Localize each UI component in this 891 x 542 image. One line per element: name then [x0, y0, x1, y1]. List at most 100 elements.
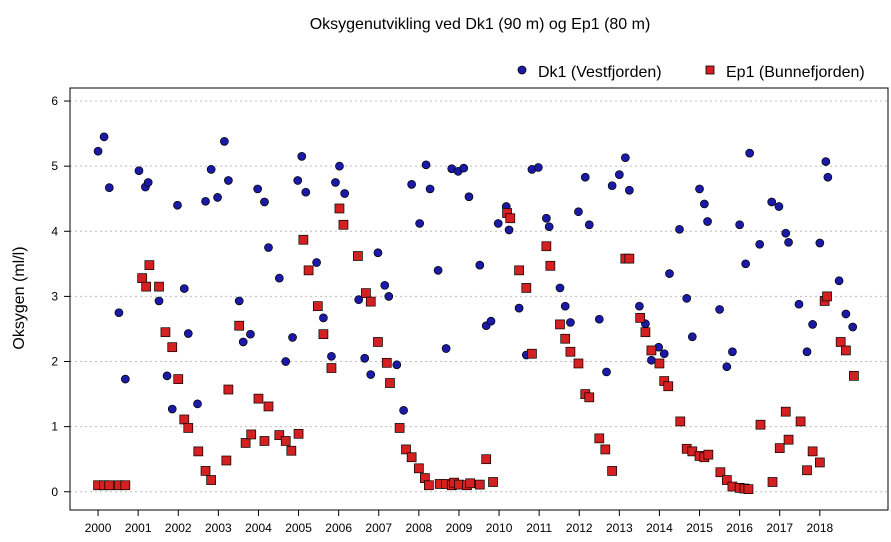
point-ep1-7: [144, 260, 155, 270]
point-dk1-21: [238, 337, 248, 347]
point-dk1-90: [700, 199, 709, 209]
point-ep1-18: [223, 384, 234, 395]
point-ep1-56: [481, 454, 492, 465]
point-ep1-57: [488, 477, 498, 487]
point-dk1-19: [224, 176, 233, 185]
point-ep1-99: [795, 416, 806, 427]
point-ep1-94: [755, 419, 766, 430]
y-tick-label-2: 2: [51, 355, 58, 369]
point-ep1-24: [263, 401, 274, 412]
point-ep1-67: [565, 346, 576, 357]
point-dk1-16: [206, 165, 216, 174]
point-dk1-7: [143, 178, 153, 187]
point-ep1-26: [280, 436, 291, 446]
point-ep1-68: [573, 358, 584, 369]
point-ep1-44: [406, 452, 417, 463]
point-ep1-10: [167, 342, 178, 353]
point-ep1-62: [527, 348, 537, 359]
point-dk1-106: [815, 238, 825, 248]
point-dk1-66: [542, 213, 551, 223]
point-ep1-78: [646, 345, 657, 356]
point-dk1-17: [213, 193, 222, 202]
point-dk1-15: [201, 196, 210, 206]
point-ep1-52: [454, 479, 464, 490]
point-ep1-79: [654, 358, 665, 369]
point-dk1-48: [421, 160, 431, 170]
point-dk1-0: [93, 146, 103, 156]
x-tick-label-2001: 2001: [125, 521, 152, 535]
point-dk1-91: [703, 217, 712, 226]
x-axis: 2000 2001 2002 2003 2004 2005 2006 2007 2008 2009…: [85, 510, 834, 535]
point-dk1-95: [735, 220, 744, 230]
x-tick-label-2013: 2013: [606, 521, 633, 535]
point-dk1-41: [373, 248, 383, 258]
point-dk1-3: [114, 308, 124, 318]
point-dk1-39: [360, 353, 370, 363]
point-ep1-96: [774, 443, 785, 453]
point-ep1-104: [822, 291, 832, 302]
point-dk1-31: [301, 187, 311, 197]
point-ep1-33: [326, 363, 337, 373]
point-dk1-71: [574, 207, 583, 217]
point-ep1-59: [505, 213, 516, 224]
point-ep1-34: [334, 203, 345, 214]
point-ep1-35: [338, 219, 349, 230]
point-dk1-35: [331, 178, 340, 187]
point-dk1-55: [464, 192, 474, 202]
point-dk1-8: [154, 296, 164, 306]
point-dk1-109: [834, 276, 844, 286]
point-ep1-42: [394, 423, 405, 433]
point-dk1-87: [682, 293, 692, 303]
point-ep1-87: [703, 449, 714, 460]
point-dk1-70: [566, 318, 575, 327]
x-tick-label-2012: 2012: [566, 521, 593, 535]
point-ep1-12: [179, 414, 190, 425]
point-ep1-21: [246, 429, 257, 440]
point-dk1-18: [220, 137, 229, 146]
point-ep1-14: [193, 446, 204, 457]
point-dk1-5: [134, 166, 144, 176]
point-ep1-77: [640, 327, 651, 338]
point-ep1-95: [767, 477, 778, 487]
point-dk1-33: [319, 313, 328, 323]
x-tick-label-2018: 2018: [806, 521, 833, 535]
point-dk1-1: [99, 132, 109, 142]
point-dk1-108: [823, 172, 833, 182]
point-dk1-92: [715, 305, 724, 314]
x-tick-label-2015: 2015: [686, 521, 713, 535]
point-dk1-22: [246, 329, 255, 339]
plot-frame: [69, 87, 889, 511]
point-ep1-15: [200, 466, 211, 476]
y-tick-label-5: 5: [51, 159, 58, 173]
point-ep1-30: [303, 265, 314, 276]
x-tick-label-2008: 2008: [406, 521, 433, 535]
point-ep1-101: [807, 446, 818, 457]
x-tick-label-2005: 2005: [285, 521, 312, 535]
point-dk1-102: [784, 237, 793, 247]
point-ep1-4: [120, 480, 131, 491]
point-dk1-72: [580, 172, 590, 182]
point-dk1-88: [687, 332, 697, 342]
x-tick-label-2007: 2007: [365, 521, 392, 535]
legend-marker-ep1: [705, 65, 715, 75]
data-points: [93, 132, 859, 495]
point-dk1-27: [281, 357, 291, 366]
point-dk1-80: [635, 301, 644, 311]
x-tick-label-2004: 2004: [245, 521, 272, 535]
point-dk1-56: [475, 260, 485, 270]
point-ep1-63: [541, 241, 552, 252]
y-tick-label-4: 4: [51, 224, 58, 238]
point-ep1-89: [721, 475, 732, 485]
point-dk1-105: [808, 320, 817, 329]
point-dk1-78: [621, 153, 630, 163]
legend-item-dk1: Dk1 (Vestfjorden): [517, 64, 662, 81]
point-ep1-13: [183, 423, 194, 433]
point-ep1-97: [780, 406, 791, 417]
point-ep1-28: [293, 428, 304, 439]
point-ep1-39: [373, 337, 383, 347]
point-ep1-23: [259, 436, 270, 446]
point-ep1-55: [474, 479, 485, 490]
point-ep1-8: [154, 281, 164, 292]
legend: Dk1 (Vestfjorden) Ep1 (Bunnefjorden): [517, 64, 865, 81]
grid: [70, 100, 888, 493]
